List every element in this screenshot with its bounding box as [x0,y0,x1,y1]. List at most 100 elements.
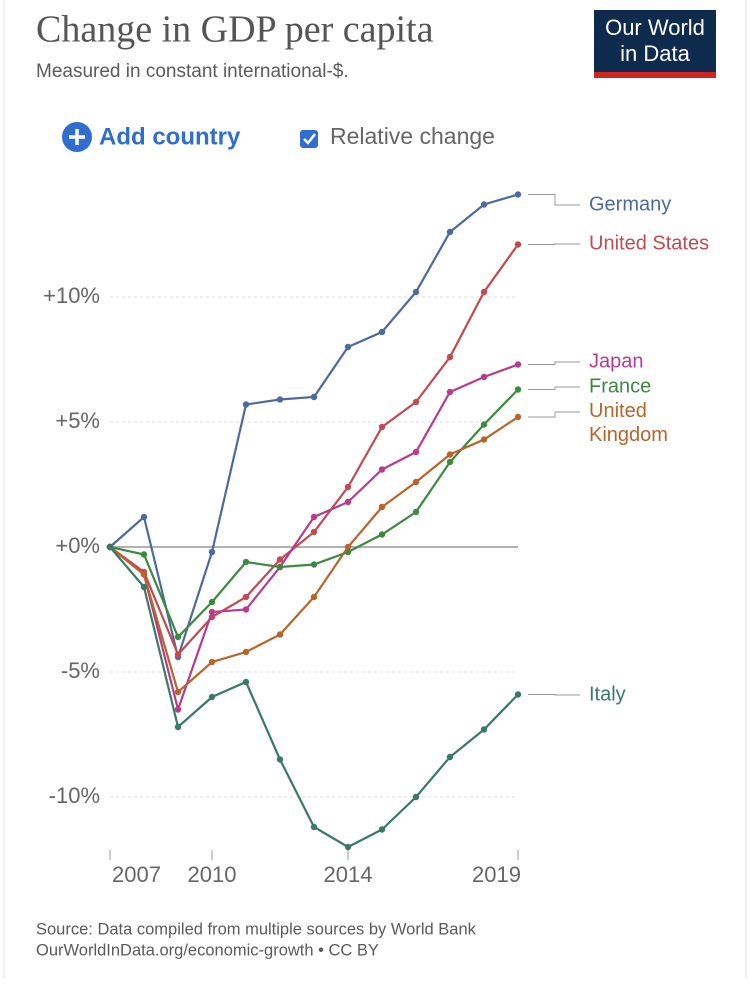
point [276,396,284,403]
point [514,413,522,421]
point [242,558,250,566]
point [242,593,250,601]
point [480,421,488,428]
point [310,561,318,568]
point [208,608,216,616]
point [480,726,488,733]
point [446,388,454,396]
x-tick-label: 2014 [324,862,373,887]
point [378,531,386,538]
point [174,651,182,658]
series-line [109,363,519,714]
point [446,228,454,236]
logo-text: in Data [620,41,690,66]
point [344,483,352,491]
point [276,631,284,638]
point [310,513,318,521]
point [344,843,352,851]
point [310,593,318,601]
checkbox [300,130,318,148]
point [174,706,182,713]
point [208,548,216,556]
point [412,793,420,801]
point [140,551,148,558]
point [514,241,522,248]
point [276,756,284,763]
source: Source: Data compiled from multiple sour… [36,920,477,938]
series-label: Italy [589,683,626,705]
point [276,556,284,563]
point [412,448,420,456]
series-label-line: Kingdom [589,424,668,446]
point [344,343,352,351]
point [140,513,148,521]
point [344,543,352,551]
point [242,678,250,686]
add-country-label: Add country [99,123,241,150]
logo-box [594,10,716,74]
point [310,393,318,401]
x-tick-label: 2007 [112,862,161,887]
label-connector [528,361,580,365]
point [310,823,318,831]
point [446,353,454,361]
point [412,288,420,296]
logo-text: Our World [605,15,705,40]
point [480,201,488,208]
point [480,373,488,381]
plus-sign [69,129,85,145]
point [140,583,148,591]
point [208,658,216,666]
relative-change-toggle[interactable]: Relative change [300,123,495,149]
point [378,466,386,473]
point [242,401,250,408]
point [242,606,250,613]
point [480,288,488,296]
series-label: United States [589,232,709,254]
series-label: France [589,375,651,397]
logo-stripe [594,72,716,78]
y-tick-label: +0% [55,533,100,558]
point [412,398,420,406]
series-line [109,243,519,657]
y-tick-label: -10% [49,783,100,808]
series-line [109,193,519,662]
x-tick-label: 2010 [188,862,237,887]
source-link: OurWorldInData.org/economic-growth • CC … [36,941,379,959]
series: United Kingdom [106,400,668,696]
point [378,328,386,336]
point [276,563,284,571]
label-connector [528,243,580,245]
point [446,753,454,761]
point [378,423,386,431]
point [174,688,182,696]
point [310,528,318,536]
series-line [109,416,519,694]
point [174,633,182,641]
point [242,648,250,656]
point [514,691,522,698]
point [446,451,454,458]
point [208,598,216,606]
y-tick-label: +5% [55,408,100,433]
series: Japan [106,350,644,714]
point [514,361,522,368]
point [208,693,216,701]
point [412,508,420,516]
series-label: United Kingdom [589,400,668,446]
point [106,543,114,551]
point [446,458,454,466]
add-country-button[interactable]: Add country [62,122,241,152]
y-tick-label: +10% [43,283,100,308]
point [514,191,522,198]
label-connector [528,386,580,390]
series: France [106,375,651,641]
y-tick-label: -5% [61,658,100,683]
relative-change-label: Relative change [330,123,495,149]
label-connector [528,194,580,206]
point [174,723,182,731]
point [514,386,522,393]
point [344,498,352,506]
